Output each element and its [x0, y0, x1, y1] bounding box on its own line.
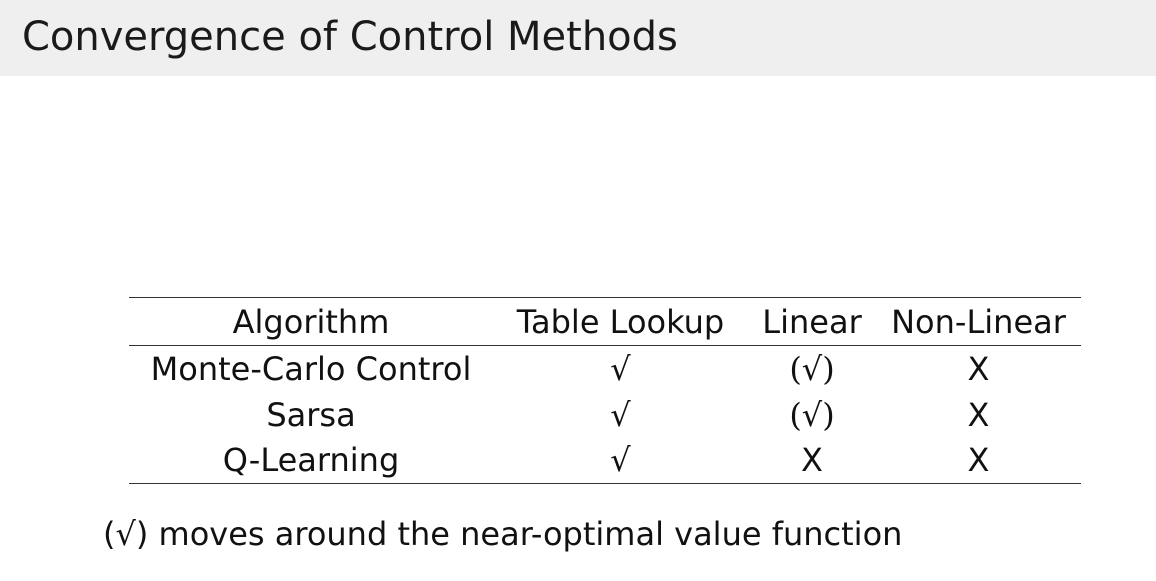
non-linear-cell: X	[967, 349, 990, 388]
title-bar: Convergence of Control Methods	[0, 0, 1156, 76]
non-linear-cell: X	[967, 395, 990, 434]
column-header-table-lookup: Table Lookup	[493, 297, 748, 346]
linear-cell: (√)	[789, 349, 835, 388]
table-row: Q-Learning √ X X	[129, 438, 1081, 484]
column-header-algorithm: Algorithm	[129, 297, 493, 346]
linear-cell: X	[801, 441, 823, 480]
algorithm-name-cell: Monte-Carlo Control	[150, 349, 472, 388]
column-header-linear: Linear	[748, 297, 876, 346]
table-row: Sarsa √ (√) X	[129, 392, 1081, 438]
table-lookup-cell: √	[610, 349, 631, 388]
table-header-row: Algorithm Table Lookup Linear Non-Linear	[129, 297, 1081, 346]
table-row: Monte-Carlo Control √ (√) X	[129, 346, 1081, 392]
convergence-table: Algorithm Table Lookup Linear Non-Linear…	[129, 297, 1081, 484]
table-lookup-cell: √	[610, 441, 631, 480]
algorithm-name-cell: Q-Learning	[222, 441, 400, 480]
table-lookup-cell: √	[610, 395, 631, 434]
algorithm-name-cell: Sarsa	[266, 395, 356, 434]
column-header-non-linear: Non-Linear	[876, 297, 1081, 346]
convergence-table-container: Algorithm Table Lookup Linear Non-Linear…	[129, 297, 1081, 484]
footnote: (√) moves around the near-optimal value …	[103, 515, 903, 553]
page-title: Convergence of Control Methods	[22, 14, 678, 60]
non-linear-cell: X	[967, 441, 990, 480]
linear-cell: (√)	[789, 395, 835, 434]
